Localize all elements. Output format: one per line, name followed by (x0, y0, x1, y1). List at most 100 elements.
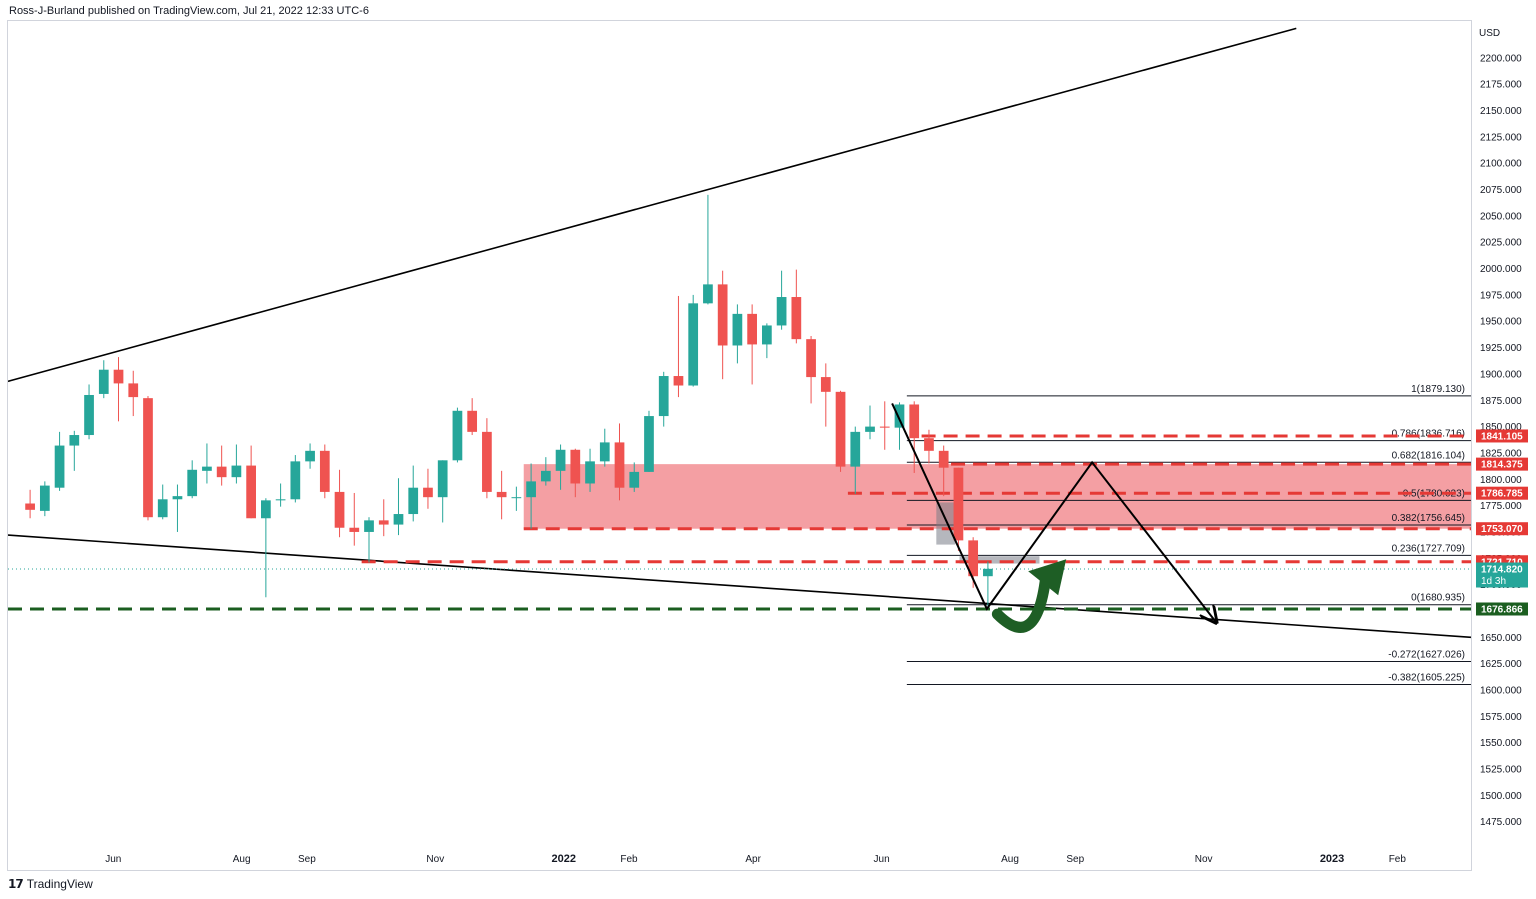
candle-down[interactable] (423, 487, 433, 498)
fib-level-label: 0.236(1727.709) (1392, 543, 1465, 554)
time-axis-label: Apr (745, 854, 761, 865)
candle-down[interactable] (717, 284, 728, 346)
candle-up[interactable] (364, 520, 374, 532)
candle-up[interactable] (585, 461, 595, 484)
candle-down[interactable] (482, 431, 492, 492)
candle-down[interactable] (378, 520, 389, 525)
footer-brand[interactable]: 𝟭𝟳 TradingView (8, 877, 93, 891)
candle-up[interactable] (644, 416, 654, 472)
gray-box (959, 556, 1040, 564)
candle-up[interactable] (54, 445, 65, 488)
candle-up[interactable] (850, 431, 861, 467)
price-axis-tick: 1950.000 (1480, 317, 1522, 328)
candle-down[interactable] (349, 527, 360, 532)
price-axis[interactable]: USD 2200.000 2175.000 2150.000 2125.000 2100.… (1476, 28, 1528, 828)
price-axis-tick: 2175.000 (1480, 80, 1522, 91)
publisher-caption: Ross-J-Burland published on TradingView.… (9, 5, 369, 17)
candle-up[interactable] (599, 442, 610, 462)
price-axis-tick: 1850.000 (1480, 422, 1522, 433)
candle-up[interactable] (865, 426, 875, 432)
candle-down[interactable] (143, 398, 153, 518)
price-tag-label: 1753.070 (1481, 524, 1523, 535)
candle-up[interactable] (894, 404, 905, 428)
candle-up[interactable] (658, 376, 669, 417)
price-axis-tick: 1825.000 (1480, 448, 1522, 459)
candle-up[interactable] (437, 460, 448, 498)
candle-up[interactable] (629, 471, 640, 488)
candle-up[interactable] (408, 487, 419, 515)
price-axis-tick: 2000.000 (1480, 264, 1522, 275)
price-axis-tick: 1975.000 (1480, 290, 1522, 301)
candle-down[interactable] (806, 339, 816, 378)
candle-up[interactable] (983, 568, 993, 577)
candle-down[interactable] (673, 376, 684, 386)
price-axis-tick: 2050.000 (1480, 211, 1522, 222)
candle-up[interactable] (511, 497, 522, 499)
time-axis-label: Jun (105, 854, 121, 865)
price-tag-bg (1476, 522, 1528, 536)
time-axis-label: Nov (426, 854, 444, 865)
candle-up[interactable] (688, 303, 699, 386)
candle-down[interactable] (953, 467, 964, 541)
candle-up[interactable] (305, 450, 315, 462)
price-axis-separator (1471, 20, 1472, 871)
candle-up[interactable] (172, 496, 183, 500)
price-axis-tick: 1550.000 (1480, 738, 1522, 749)
candle-down[interactable] (791, 297, 802, 340)
price-axis-tick: 1650.000 (1480, 633, 1522, 644)
candle-down[interactable] (968, 540, 979, 577)
candle-up[interactable] (187, 469, 198, 497)
candle-down[interactable] (924, 438, 934, 451)
candle-up[interactable] (69, 435, 80, 446)
candle-up[interactable] (39, 485, 50, 511)
candle-up[interactable] (540, 470, 551, 482)
fib-level-label: 0.682(1816.104) (1392, 450, 1465, 461)
plot-area[interactable]: 1(1879.130) 0.786(1836.716) 0.682(1816.104… (8, 27, 1471, 685)
time-axis-label: Sep (1066, 854, 1084, 865)
candle-down[interactable] (246, 465, 256, 519)
candle-up[interactable] (555, 449, 566, 471)
candle-down[interactable] (128, 383, 139, 398)
time-axis-label: 2023 (1320, 853, 1344, 865)
gray-box (936, 502, 956, 545)
candle-up[interactable] (231, 465, 242, 478)
candle-down[interactable] (467, 410, 478, 432)
candle-up[interactable] (261, 500, 271, 519)
candle-down[interactable] (938, 450, 949, 468)
candle-down[interactable] (334, 491, 345, 528)
candle-down[interactable] (570, 449, 581, 484)
candle-up[interactable] (762, 325, 772, 345)
candle-down[interactable] (835, 391, 846, 467)
candle-up[interactable] (202, 466, 212, 471)
curved-arrow-body (991, 567, 1052, 633)
price-axis-tick: 1475.000 (1480, 817, 1522, 828)
candle-up[interactable] (732, 313, 743, 346)
candle-down[interactable] (25, 503, 35, 510)
candle-up[interactable] (157, 499, 168, 518)
candle-down[interactable] (820, 377, 831, 392)
fib-level-label: 1(1879.130) (1411, 384, 1465, 395)
time-axis-label: Aug (1001, 854, 1019, 865)
candle-down[interactable] (747, 313, 757, 345)
candle-up[interactable] (776, 297, 787, 326)
candle-up[interactable] (84, 394, 94, 436)
candle-down[interactable] (319, 450, 330, 492)
time-axis-label: Feb (620, 854, 638, 865)
time-axis[interactable]: Jun Aug Sep Nov 2022 Feb Apr Jun Aug Sep Nov 2023 Fe… (105, 853, 1406, 865)
candle-down[interactable] (879, 426, 890, 428)
candle-up[interactable] (393, 514, 404, 525)
candle-up[interactable] (703, 284, 713, 304)
candle-up[interactable] (98, 369, 109, 394)
candle-up[interactable] (275, 499, 286, 501)
candle-down[interactable] (614, 442, 625, 488)
candle-down[interactable] (113, 369, 124, 384)
candle-down[interactable] (909, 404, 920, 439)
candle-down[interactable] (216, 466, 227, 478)
candle-up[interactable] (526, 481, 536, 498)
price-axis-tick: 2025.000 (1480, 238, 1522, 249)
candle-up[interactable] (452, 410, 463, 461)
candle-up[interactable] (290, 461, 301, 500)
time-axis-label: Nov (1195, 854, 1213, 865)
candle-down[interactable] (496, 491, 507, 498)
